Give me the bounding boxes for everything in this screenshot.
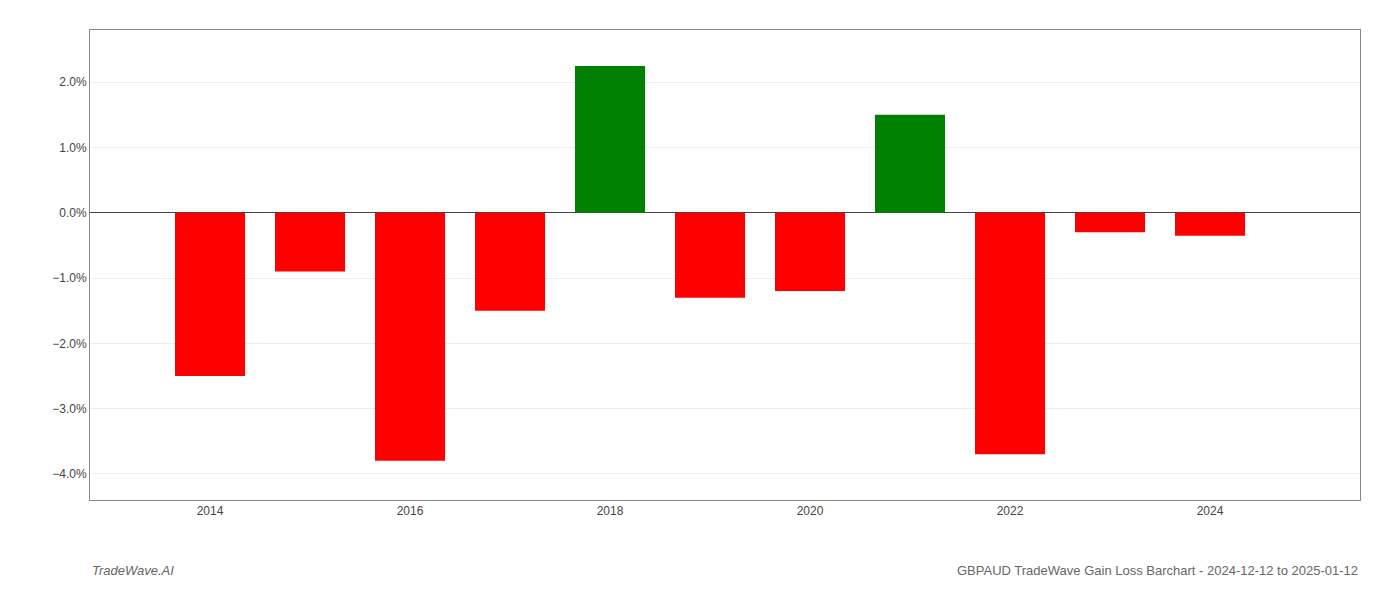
svg-text:−3.0%: −3.0%	[52, 402, 87, 416]
svg-text:2014: 2014	[197, 504, 224, 518]
svg-text:−1.0%: −1.0%	[52, 271, 87, 285]
svg-text:2018: 2018	[597, 504, 624, 518]
svg-text:GBPAUD TradeWave Gain Loss Bar: GBPAUD TradeWave Gain Loss Barchart - 20…	[957, 563, 1358, 578]
svg-text:2.0%: 2.0%	[59, 75, 87, 89]
svg-text:1.0%: 1.0%	[59, 141, 87, 155]
svg-text:2024: 2024	[1197, 504, 1224, 518]
svg-text:−4.0%: −4.0%	[52, 467, 87, 481]
svg-text:0.0%: 0.0%	[59, 206, 87, 220]
svg-text:TradeWave.AI: TradeWave.AI	[92, 563, 174, 578]
svg-text:−2.0%: −2.0%	[52, 337, 87, 351]
svg-text:2020: 2020	[797, 504, 824, 518]
svg-text:2016: 2016	[397, 504, 424, 518]
svg-text:2022: 2022	[997, 504, 1024, 518]
